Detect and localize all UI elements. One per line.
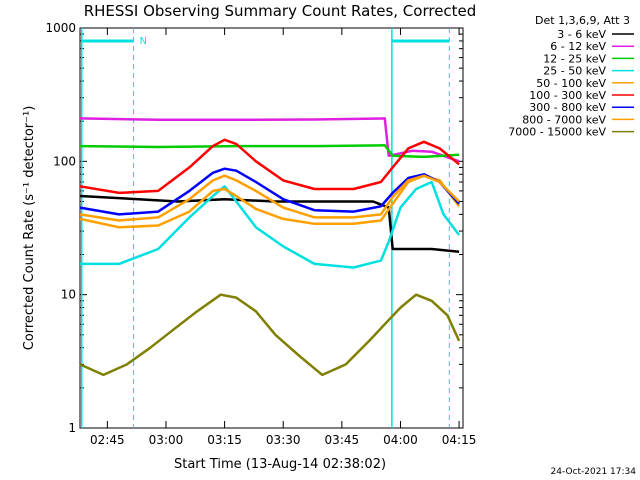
legend-label: 6 - 12 keV [550,40,606,53]
series-line [79,138,460,195]
y-tick-label: 100 [53,154,76,168]
x-tick-label: 04:00 [383,433,418,447]
legend-label: 3 - 6 keV [557,28,606,41]
plot-frame [79,27,464,429]
footer-date: 24-Oct-2021 17:34 [551,467,637,477]
x-axis-label: Start Time (13-Aug-14 02:38:02) [174,457,386,472]
series-line [79,194,460,253]
legend-label: 25 - 50 keV [543,65,606,78]
series-lines [79,117,461,377]
legend-label: 100 - 300 keV [529,89,606,102]
series-line [79,174,460,222]
legend-label: 50 - 100 keV [536,77,606,90]
x-axis: 02:45 03:00 03:15 03:30 03:45 04:00 04:15 [90,28,476,447]
x-tick-label: 03:30 [266,433,301,447]
series-line [80,180,461,269]
y-tick-label: 10 [61,288,76,302]
night-label: N [140,36,147,47]
night-edge [81,28,83,428]
legend-label: 7000 - 15000 keV [508,126,606,139]
legend-label: 12 - 25 keV [543,52,606,65]
series-line [79,117,460,163]
legend-label: 800 - 7000 keV [522,113,606,126]
series-line [79,293,461,377]
series-line [79,167,461,216]
y-tick-label: 1000 [45,21,76,35]
legend-label: 300 - 800 keV [529,101,606,114]
x-tick-label: 02:45 [90,433,125,447]
chart-title: RHESSI Observing Summary Count Rates, Co… [84,2,477,20]
series-line [79,144,460,159]
x-tick-label: 04:15 [442,433,477,447]
y-tick-label: 1 [68,421,76,435]
x-tick-label: 03:15 [207,433,242,447]
legend-title: Det 1,3,6,9, Att 3 [535,14,630,27]
y-axis-label: Corrected Count Rate (s⁻¹ detector⁻¹) [22,106,37,351]
x-tick-label: 03:45 [325,433,360,447]
x-tick-label: 03:00 [149,433,184,447]
